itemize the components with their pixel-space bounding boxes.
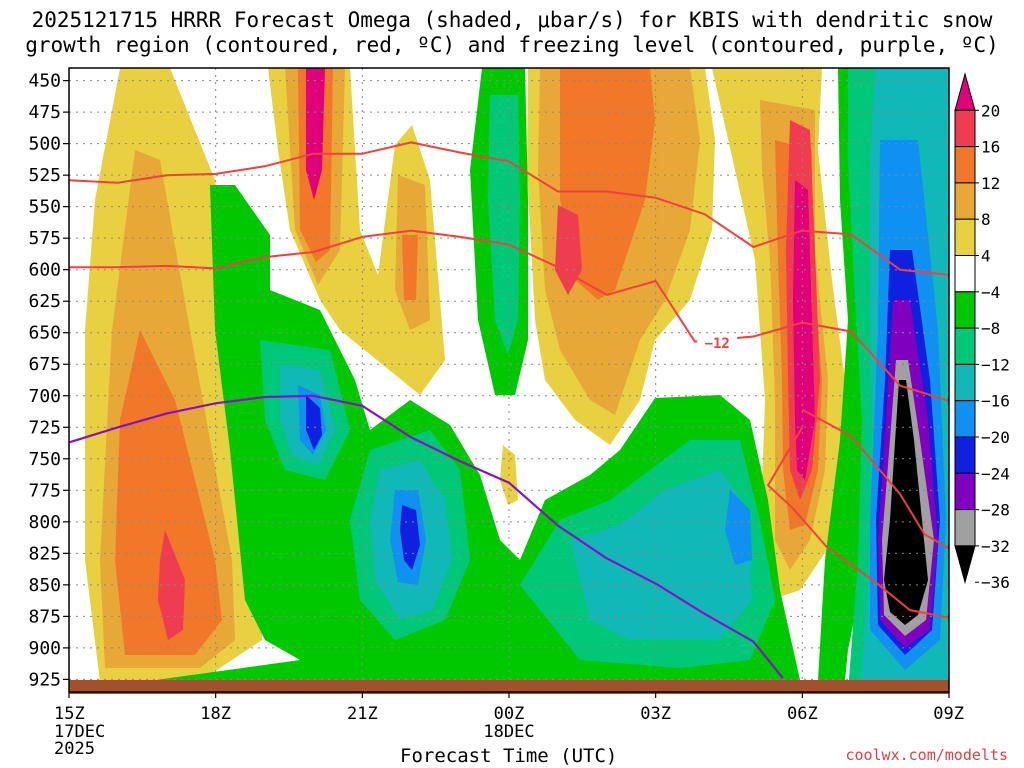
colorbar-swatch-9 xyxy=(954,400,976,438)
x-tick-label-18Z: 18Z xyxy=(200,704,231,724)
y-tick-label-800: 800 xyxy=(28,512,61,533)
y-tick-label-750: 750 xyxy=(28,449,61,470)
source-credit: coolwx.com/modelts xyxy=(845,746,1008,764)
omega-lobe-seagreen-top xyxy=(488,95,520,355)
colorbar-swatch-7 xyxy=(954,327,976,365)
omega-core-red-center xyxy=(555,205,582,295)
colorbar-label: −8 xyxy=(981,319,1000,338)
x-tick-label-00Z: 00Z xyxy=(494,704,525,724)
x-tick-sublabel-2025: 2025 xyxy=(54,739,95,759)
colorbar-label: −4 xyxy=(981,283,1000,302)
dgz-isotherm-1 xyxy=(69,229,949,402)
chart-title: 2025121715 HRRR Forecast Omega (shaded, … xyxy=(0,8,1024,58)
y-tick-label-925: 925 xyxy=(28,669,61,690)
isotherm-contours: −12 xyxy=(69,141,949,679)
contour-label: −12 xyxy=(705,336,730,352)
x-tick-label-06Z: 06Z xyxy=(787,704,818,724)
y-tick-label-525: 525 xyxy=(28,165,61,186)
colorbar-swatch-5 xyxy=(954,255,976,293)
y-tick-label-725: 725 xyxy=(28,417,61,438)
colorbar-label: 12 xyxy=(981,174,1000,193)
colorbar-legend: 20 16 12 8 4 −4 −8 −12 −16 −20 −24 −28 −32 −36 xyxy=(954,72,1010,592)
y-tick-label-500: 500 xyxy=(28,134,61,155)
colorbar-arrow-top xyxy=(954,72,976,111)
y-axis: 450 475 500 525 550 575 600 625 650 675 700 725 750 7… xyxy=(28,71,69,690)
y-tick-label-775: 775 xyxy=(28,480,61,501)
omega-core-magenta-right xyxy=(793,180,815,480)
colorbar-swatch-2 xyxy=(954,146,976,184)
y-tick-label-650: 650 xyxy=(28,323,61,344)
omega-core-magenta-upper xyxy=(306,68,325,200)
y-tick-label-825: 825 xyxy=(28,543,61,564)
colorbar-swatch-12 xyxy=(954,509,976,547)
omega-lobe-orange-upper xyxy=(298,68,418,300)
y-tick-label-475: 475 xyxy=(28,102,61,123)
terrain-ground xyxy=(69,680,949,694)
contour-label-bg xyxy=(697,333,738,351)
omega-core-red-left xyxy=(158,530,185,640)
colorbar-label: 8 xyxy=(981,210,991,229)
y-tick-label-600: 600 xyxy=(28,260,61,281)
colorbar-swatch-4 xyxy=(954,218,976,256)
colorbar-label: −32 xyxy=(981,537,1010,556)
omega-core-navy-left xyxy=(306,395,420,570)
grid-lines xyxy=(69,68,949,692)
x-tick-label-03Z: 03Z xyxy=(640,704,671,724)
colorbar-label: −28 xyxy=(981,501,1010,520)
omega-lobe-orange-center xyxy=(560,68,655,300)
y-tick-label-550: 550 xyxy=(28,197,61,218)
colorbar-label: −24 xyxy=(981,464,1010,483)
freezing-level-line xyxy=(69,394,784,679)
colorbar-label: −20 xyxy=(981,428,1010,447)
colorbar-label: −36 xyxy=(981,573,1010,592)
title-line-2: growth region (contoured, red, ºC) and f… xyxy=(25,33,999,57)
y-tick-label-850: 850 xyxy=(28,575,61,596)
y-tick-label-575: 575 xyxy=(28,228,61,249)
x-tick-sublabel-17DEC: 17DEC xyxy=(54,722,105,742)
colorbar-label: 4 xyxy=(981,247,991,266)
colorbar-swatch-11 xyxy=(954,472,976,511)
x-tick-sublabel-18DEC: 18DEC xyxy=(483,722,534,742)
y-tick-label-675: 675 xyxy=(28,354,61,375)
y-tick-label-700: 700 xyxy=(28,386,61,407)
y-tick-label-625: 625 xyxy=(28,291,61,312)
colorbar-label: 20 xyxy=(981,101,1000,120)
x-tick-label-15Z: 15Z xyxy=(54,704,85,724)
y-tick-label-875: 875 xyxy=(28,606,61,627)
omega-lobe-orange-left xyxy=(115,330,222,655)
x-axis-title: Forecast Time (UTC) xyxy=(400,745,618,767)
colorbar-arrow-bottom xyxy=(954,545,976,585)
colorbar-label: −12 xyxy=(981,355,1010,374)
colorbar-swatch-6 xyxy=(954,291,976,329)
y-tick-label-450: 450 xyxy=(28,71,61,92)
colorbar-label: 16 xyxy=(981,138,1000,157)
colorbar-swatch-8 xyxy=(954,363,976,402)
colorbar-swatch-3 xyxy=(954,182,976,220)
x-tick-label-21Z: 21Z xyxy=(347,704,378,724)
dgz-isotherm-3 xyxy=(801,408,949,550)
colorbar-label: −16 xyxy=(981,392,1010,411)
dgz-isotherm-0 xyxy=(69,141,949,276)
colorbar-swatch-1 xyxy=(954,109,976,148)
dgz-isotherm-2 xyxy=(767,426,949,619)
title-line-1: 2025121715 HRRR Forecast Omega (shaded, … xyxy=(31,8,993,32)
y-tick-label-900: 900 xyxy=(28,638,61,659)
colorbar-swatch-10 xyxy=(954,436,976,474)
x-tick-label-09Z: 09Z xyxy=(933,704,964,724)
